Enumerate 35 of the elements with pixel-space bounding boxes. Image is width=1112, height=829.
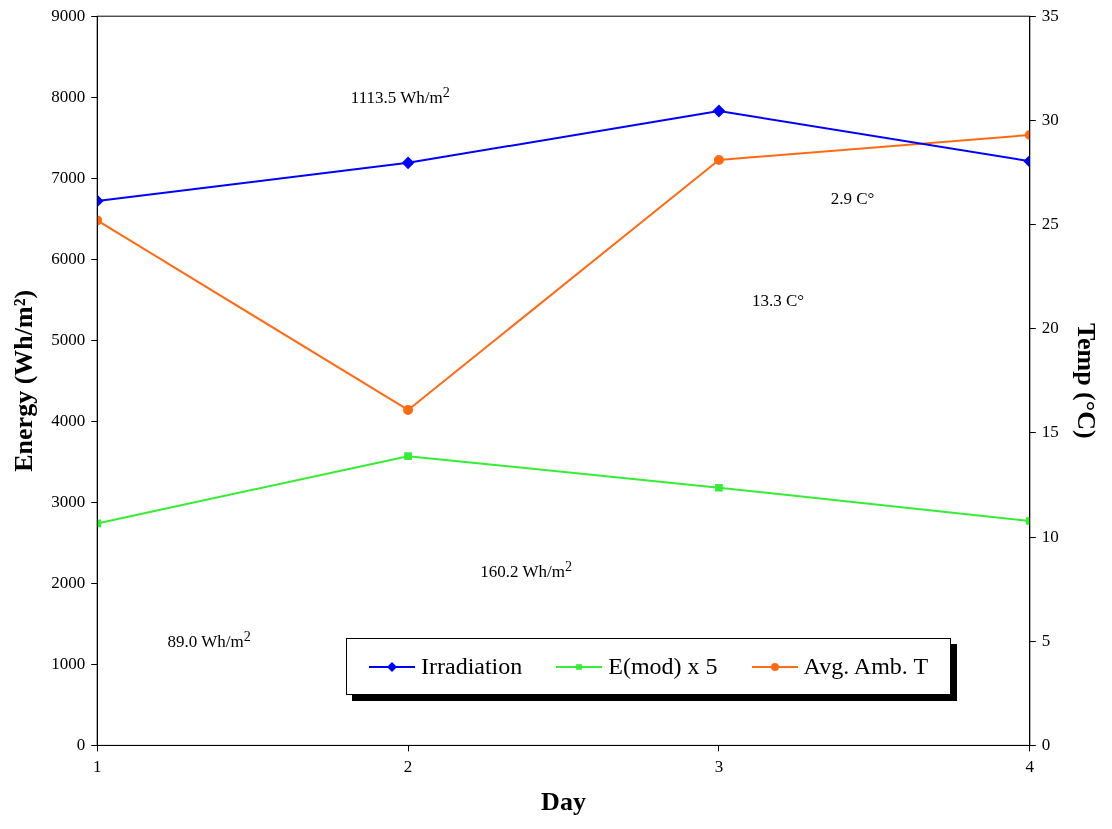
y-axis-title: Energy (Wh/m²)	[9, 289, 39, 472]
y2-tick-label: 35	[1041, 5, 1059, 25]
x-tick-label: 4	[1025, 757, 1035, 777]
point	[404, 452, 412, 460]
legend-label: Irradiation	[421, 653, 523, 681]
x-tick-label: 3	[714, 757, 724, 777]
y2-tick-label: 10	[1041, 526, 1059, 546]
x-tick-label: 1	[92, 757, 102, 777]
y-tick-label: 1000	[51, 653, 86, 673]
y2-tick-label: 25	[1041, 214, 1059, 234]
y2-axis-title: Temp (°C)	[1071, 323, 1101, 439]
annotation: 89.0 Wh/m$^{2}$	[167, 627, 251, 652]
annotation: 13.3 C°	[751, 290, 805, 311]
x-tick-label: 2	[403, 757, 413, 777]
y-tick-label: 4000	[51, 410, 86, 430]
annotation: 1113.5 Wh/m$^{2}$	[350, 84, 450, 109]
y2-tick-label: 20	[1041, 318, 1059, 338]
annotation: 160.2 Wh/m$^{2}$	[480, 558, 573, 583]
y-tick-label: 9000	[51, 5, 86, 25]
legend-label: Avg. Amb. T	[803, 653, 929, 681]
y2-tick-label: 15	[1041, 422, 1059, 442]
y-tick-label: 3000	[51, 491, 86, 511]
y2-tick-label: 5	[1041, 630, 1051, 650]
y-tick-label: 5000	[51, 329, 86, 349]
point	[715, 483, 723, 492]
y-tick-label: 8000	[51, 86, 86, 106]
y-tick-label: 0	[76, 734, 86, 754]
y-tick-label: 2000	[51, 572, 86, 592]
annotation: 2.9 C°	[830, 188, 875, 209]
y-tick-label: 6000	[51, 248, 86, 268]
x-axis-title: Day	[541, 787, 586, 817]
legend-label: E(mod) x 5	[608, 653, 718, 681]
y2-tick-label: 0	[1041, 734, 1051, 754]
y-tick-label: 7000	[51, 167, 86, 187]
y2-tick-label: 30	[1041, 109, 1059, 129]
